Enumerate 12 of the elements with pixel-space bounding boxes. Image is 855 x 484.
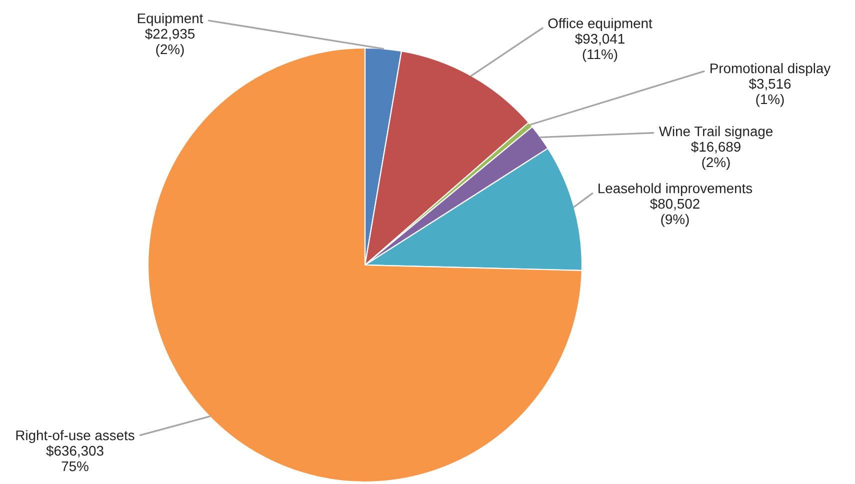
data-label: $22,935 (2%) xyxy=(145,28,195,57)
slice-label: Equipment xyxy=(138,13,204,26)
slice-label: Wine Trail signage xyxy=(658,126,773,140)
data-label: $16,689 (2%) xyxy=(691,141,740,170)
slice-label: Right-of-use assets xyxy=(16,430,134,444)
slice-label: Promotional display xyxy=(710,63,831,76)
data-label: $636,303 75% xyxy=(46,445,104,472)
slice-label: Office equipment xyxy=(548,18,652,32)
data-label: $3,516 (1%) xyxy=(748,78,791,107)
slice-label: Leasehold improvements xyxy=(598,183,752,196)
data-label: $80,502 (9%) xyxy=(650,198,700,227)
data-label: $93,041 (11%) xyxy=(575,33,624,62)
